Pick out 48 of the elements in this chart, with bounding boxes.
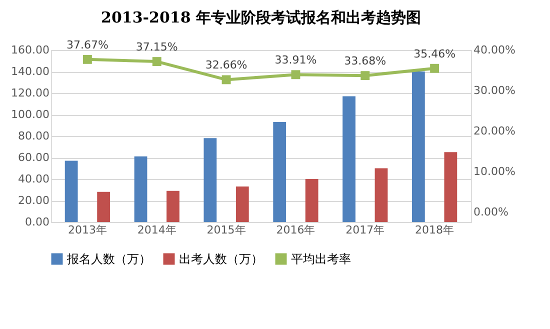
y-tick-label: 140.00	[11, 65, 50, 78]
data-label: 33.68%	[344, 54, 386, 68]
y2-tick-label: 40.00%	[474, 44, 516, 56]
data-label: 35.46%	[414, 47, 456, 60]
y2-tick-label: 10.00%	[474, 164, 516, 178]
x-tick-label: 2016年	[276, 224, 316, 236]
y2-tick-label: 0.00%	[474, 205, 508, 218]
x-tick-label: 2017年	[346, 224, 385, 236]
bar	[97, 192, 110, 222]
legend-label: 报名人数（万）	[66, 252, 151, 266]
bar	[204, 138, 217, 222]
chart-title: 2013-2018 年专业阶段考试报名和出考趋势图	[101, 8, 421, 26]
y-tick-label: 100.00	[11, 108, 50, 121]
y2-tick-label: 30.00%	[474, 84, 516, 97]
x-tick-label: 2015年	[206, 224, 246, 236]
bar	[342, 96, 356, 222]
data-label: 32.66%	[205, 58, 248, 72]
bar	[166, 190, 180, 222]
bar	[134, 156, 148, 222]
bar	[305, 179, 318, 222]
bar	[444, 152, 458, 222]
y-tick-label: 160.00	[11, 44, 50, 56]
bar	[412, 72, 425, 222]
point	[430, 64, 440, 73]
legend-label: 平均出考率	[291, 252, 351, 266]
data-label: 37.15%	[136, 40, 178, 54]
bar	[236, 186, 249, 222]
x-tick-label: 2018年	[415, 224, 454, 236]
data-label: 37.67%	[66, 38, 108, 52]
y-tick-label: 60.00	[18, 151, 50, 164]
y-tick-label: 20.00	[18, 194, 50, 207]
bar	[374, 168, 388, 222]
y-tick-label: 80.00	[18, 130, 50, 142]
point	[360, 71, 370, 80]
point	[152, 57, 162, 66]
y-tick-label: 120.00	[11, 86, 50, 100]
point	[291, 70, 300, 80]
y-tick-label: 40.00	[18, 172, 50, 186]
legend-label: 出考人数（万）	[179, 252, 263, 266]
bar	[273, 122, 286, 222]
x-tick-label: 2013年	[68, 224, 107, 236]
y-tick-label: 0.00	[25, 216, 50, 228]
data-label: 33.91%	[274, 54, 317, 67]
x-tick-label: 2014年	[137, 224, 176, 236]
point	[82, 54, 92, 64]
point	[222, 75, 231, 84]
bar	[64, 160, 78, 222]
y2-tick-label: 20.00%	[474, 124, 516, 138]
